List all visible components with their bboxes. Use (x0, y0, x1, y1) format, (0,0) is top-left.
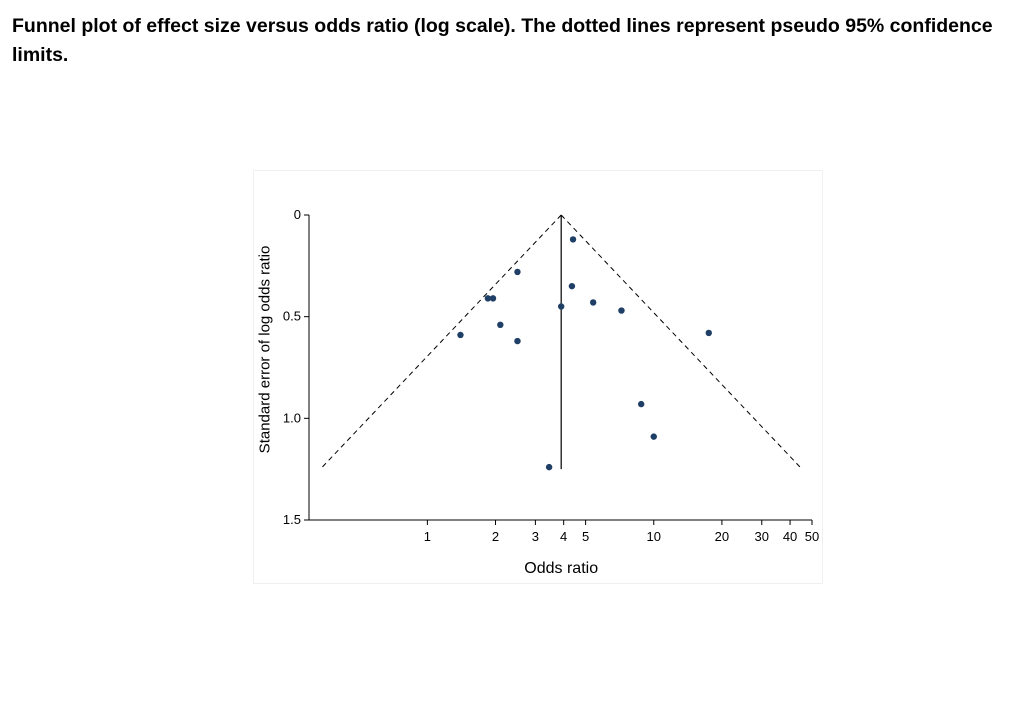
x-axis-label: Odds ratio (524, 560, 598, 577)
data-point (568, 282, 576, 290)
data-point (489, 295, 497, 302)
x-tick-label: 5 (582, 529, 589, 544)
y-tick-label: 0 (294, 207, 301, 222)
upper-confidence-limit (560, 214, 803, 470)
y-axis-label: Standard error of log odds ratio (256, 246, 273, 454)
lower-confidence-limit (319, 214, 562, 470)
data-point (514, 268, 521, 276)
x-tick-label: 20 (715, 529, 729, 544)
data-point (650, 433, 657, 440)
x-tick-label: 2 (492, 529, 499, 544)
data-point (457, 331, 464, 339)
x-tick-label: 40 (783, 529, 797, 544)
data-point (497, 321, 504, 328)
confidence-limits (319, 214, 803, 470)
x-tick-label: 30 (755, 529, 769, 544)
y-tick-label: 1.5 (283, 512, 301, 527)
x-tick-label: 1 (424, 529, 431, 544)
data-point (557, 303, 565, 310)
axes: 0 0.5 1.0 1.5 1 2 3 4 5 10 20 30 40 50 (283, 207, 819, 544)
x-tick-label: 50 (805, 529, 819, 544)
page-title: Funnel plot of effect size versus odds r… (12, 15, 993, 66)
data-point (569, 236, 577, 243)
x-tick-label: 3 (532, 529, 539, 544)
data-point (618, 307, 625, 314)
data-point (589, 299, 597, 306)
data-point (514, 337, 521, 345)
data-point (484, 295, 492, 302)
y-tick-label: 1.0 (283, 410, 301, 425)
data-point (637, 400, 645, 408)
data-point (705, 329, 712, 337)
plot-svg: 0 0.5 1.0 1.5 1 2 3 4 5 10 20 30 40 50 Odds ratio Sta… (256, 207, 819, 577)
data-point (545, 463, 553, 471)
x-tick-label: 4 (560, 529, 567, 544)
y-tick-label: 0.5 (283, 309, 301, 324)
funnel-plot: 0 0.5 1.0 1.5 1 2 3 4 5 10 20 30 40 50 Odds ratio Sta… (253, 170, 823, 584)
x-tick-label: 10 (647, 529, 661, 544)
data-points (457, 236, 712, 471)
